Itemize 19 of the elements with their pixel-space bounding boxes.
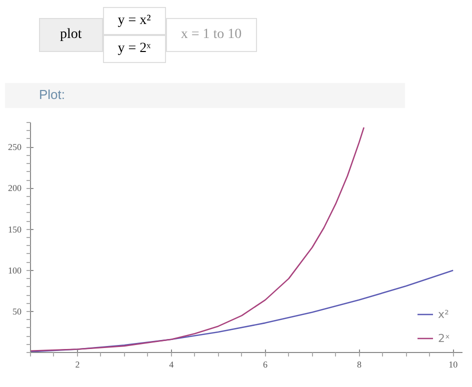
- text: x = 1 to 10: [166, 18, 257, 52]
- x-tick-label: 6: [263, 360, 268, 370]
- text: y = 2ˣ: [102, 35, 166, 63]
- y-tick-label: 150: [8, 224, 22, 234]
- legend-label: x²: [438, 308, 450, 320]
- line-series: [30, 270, 454, 352]
- chart-title: Plot:: [5, 83, 405, 108]
- y-tick-label: 200: [8, 183, 22, 194]
- x-tick-label: 8: [356, 360, 362, 370]
- text: plot: [39, 18, 103, 52]
- legend-label: 2ˣ: [438, 332, 451, 344]
- y-tick-label: 50: [12, 306, 22, 316]
- y-tick-label: 250: [8, 142, 22, 152]
- line-series: [30, 126, 365, 352]
- x-tick-label: 4: [169, 360, 174, 370]
- y-tick-label: 100: [8, 265, 22, 276]
- x-tick-label: 10: [448, 360, 458, 370]
- x-tick-label: 2: [75, 360, 80, 370]
- text: y = x²: [102, 7, 166, 35]
